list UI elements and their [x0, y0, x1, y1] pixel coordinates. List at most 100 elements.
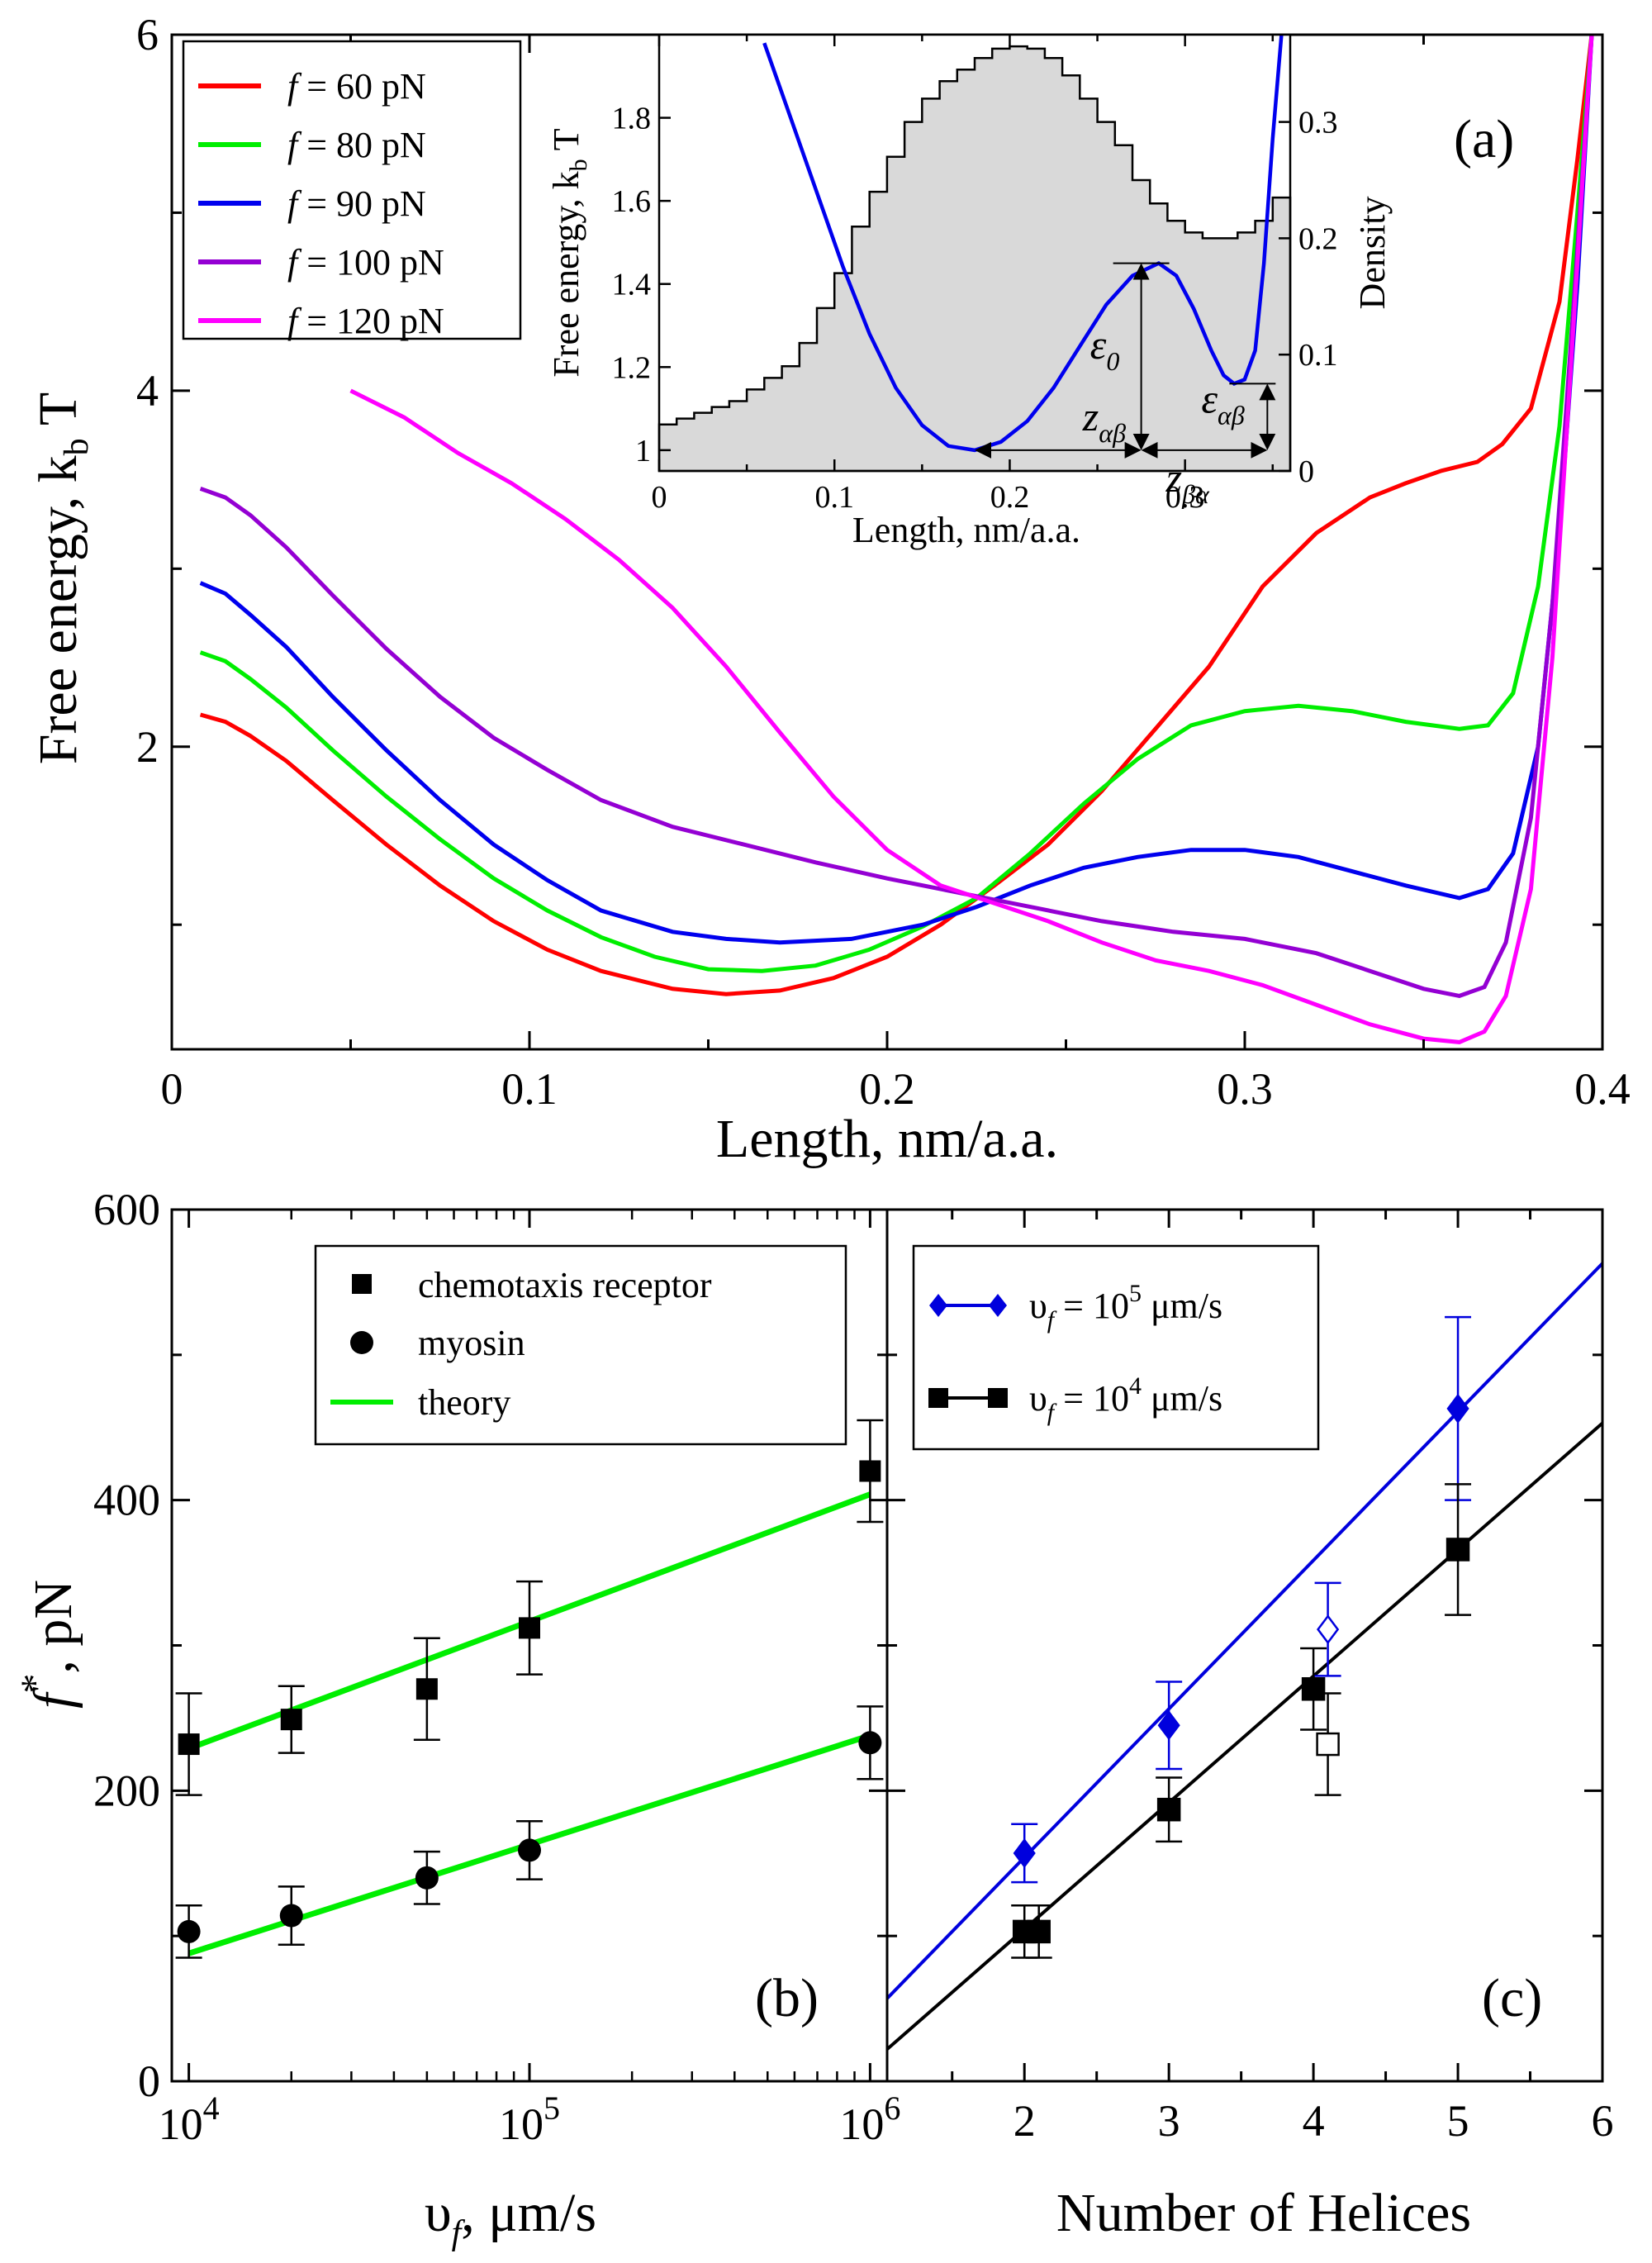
- legend-text-c-part-4: μm/s: [1142, 1286, 1222, 1326]
- point-diamond: [1013, 1837, 1036, 1869]
- legend-text-a-val: = 100 pN: [297, 242, 444, 283]
- z-ab-label-sub: αβ: [1099, 418, 1126, 448]
- inset-ytick-left-label: 1.2: [612, 350, 652, 385]
- inset-ytick-left-label: 1: [635, 434, 651, 468]
- open-point-square: [1316, 1732, 1340, 1757]
- point-diamond: [1157, 1710, 1180, 1741]
- panel-b-ylabel-sup: *: [13, 1674, 57, 1694]
- epsilon0-label: ε0: [1090, 321, 1120, 376]
- legend-text-c-1: υf = 104 μm/s: [1029, 1372, 1222, 1426]
- legend-text-a-val: = 60 pN: [297, 66, 426, 107]
- legend-marker-c-1: [928, 1388, 948, 1408]
- a-xtick-label: 0: [161, 1064, 183, 1114]
- b-xtick-base: 10: [499, 2099, 544, 2149]
- point-chemotaxis-receptor: [519, 1617, 540, 1639]
- legend-text-theory: theory: [418, 1382, 510, 1423]
- panel-a-ylabel-tail: T: [28, 392, 88, 439]
- legend-text-chemotaxis-receptor: chemotaxis receptor: [418, 1265, 712, 1305]
- point-myosin: [518, 1838, 541, 1862]
- b-xtick-base: 10: [839, 2099, 884, 2149]
- inset-ticks: 0 0.1 0.2 0.3 1 1.2 1.4 1.6 1.8 0 0.1 0.2 0.3: [612, 35, 1338, 515]
- epsilon-ab-label-main: ε: [1201, 376, 1218, 422]
- b-xtick-exp: 5: [544, 2089, 560, 2127]
- panel-a-legend: f = 60 pN f = 80 pN f = 90 pN f = 100 pN f =…: [182, 40, 522, 341]
- z-ba-label: zβα: [1165, 454, 1210, 509]
- panel-c-xlabel: Number of Helices: [1056, 2183, 1471, 2243]
- legend-text-a-val: = 120 pN: [297, 301, 444, 341]
- inset-ytick-right-label: 0.1: [1298, 338, 1338, 373]
- legend-text-c-part-2: = 10: [1054, 1286, 1129, 1326]
- inset-xtick-label: 0: [652, 480, 667, 515]
- panel-a-ticks: 0 0.1 0.2 0.3 0.4 2 4 6: [136, 10, 1631, 1114]
- b-xtick-label: 104: [159, 2089, 220, 2149]
- panel-b-ylabel: f*, pN: [13, 1580, 83, 1709]
- panel-b-xlabel: υf, μm/s: [425, 2183, 596, 2252]
- panel-a-legend-box: [182, 40, 522, 340]
- inset-curve: [762, 35, 1284, 453]
- series-line-a-4: [349, 35, 1594, 1044]
- inset-frame: [657, 33, 1292, 473]
- z-ab-label: zαβ: [1082, 393, 1126, 448]
- series-line-a-1: [199, 35, 1594, 973]
- panel-a-label: (a): [1454, 109, 1514, 169]
- inset-ylabel-right: Density: [1352, 197, 1393, 310]
- z-ab-label-main: z: [1082, 393, 1099, 440]
- inset-xlabel: Length, nm/a.a.: [852, 510, 1080, 550]
- panel-c-legend: υf = 105 μm/s υf = 104 μm/s: [912, 1244, 1320, 1451]
- point-chemotaxis-receptor: [415, 1678, 438, 1700]
- epsilon0-label-main: ε: [1090, 321, 1107, 368]
- epsilon-ab-label-sub: αβ: [1218, 401, 1245, 430]
- legend-text-a-val: = 90 pN: [297, 183, 426, 224]
- point-myosin: [279, 1904, 303, 1928]
- panel-a: 0 0.1 0.2 0.3 0.4 2 4 6 (a) Length, nm/a.a. Fre…: [28, 10, 1631, 1169]
- inset-ylabel-left: Free energy, kb T: [546, 128, 592, 377]
- legend-text-a-0: f = 60 pN: [287, 66, 426, 107]
- panel-c-label: (c): [1482, 1968, 1542, 2028]
- inset-xtick-label: 0.3: [1165, 480, 1205, 515]
- c-xtick-label: 3: [1158, 2096, 1180, 2146]
- legend-marker-chemotaxis-receptor: [352, 1274, 372, 1294]
- c-xtick-label: 6: [1592, 2096, 1614, 2146]
- panel-c: 2 3 4 5 6 (c) Number of Helices υf = 105 μm/…: [885, 1208, 1614, 2243]
- panel-c-ticks: 2 3 4 5 6: [887, 1208, 1614, 2146]
- panel-a-inset: 0 0.1 0.2 0.311.21.41.61.800.10.20.3 ε0εαβz…: [546, 33, 1393, 550]
- inset-free-energy-curve: [762, 35, 1284, 453]
- legend-marker-myosin: [350, 1331, 373, 1354]
- c-xtick-label: 2: [1014, 2096, 1036, 2146]
- a-xtick-label: 0.4: [1574, 1064, 1631, 1114]
- b-xtick-label: 105: [499, 2089, 560, 2149]
- b-xtick-exp: 6: [884, 2089, 900, 2127]
- legend-text-myosin: myosin: [418, 1323, 525, 1363]
- panel-c-legend-entries: υf = 105 μm/s υf = 104 μm/s: [928, 1280, 1222, 1426]
- panel-b-legend: chemotaxis receptor myosin theory: [314, 1244, 847, 1446]
- legend-text-c-part-2: = 10: [1054, 1378, 1129, 1419]
- point-square: [1156, 1797, 1181, 1822]
- b-ytick-label: 600: [93, 1185, 160, 1234]
- epsilon-ab-label: εαβ: [1201, 376, 1245, 430]
- point-square: [1446, 1538, 1470, 1562]
- legend-text-a-2: f = 90 pN: [287, 183, 426, 224]
- fit-line-1: [887, 1421, 1602, 2051]
- panel-b-label: (b): [755, 1968, 819, 2028]
- panel-b-ylabel-tail: , pN: [23, 1580, 83, 1674]
- point-diamond: [1446, 1393, 1469, 1424]
- point-square: [1301, 1677, 1326, 1701]
- inset-ylabel-left-sub: b: [565, 159, 592, 171]
- inset-histogram: [657, 45, 1292, 473]
- panel-c-series: [887, 1262, 1602, 2051]
- point-square: [1027, 1919, 1051, 1944]
- point-myosin: [177, 1919, 201, 1943]
- panel-a-ylabel-main: Free energy, k: [28, 455, 88, 764]
- legend-marker-c-0: [929, 1294, 947, 1317]
- legend-marker-c-0: [989, 1294, 1007, 1317]
- inset-ytick-right-label: 0.2: [1298, 221, 1338, 256]
- inset-ytick-left-label: 1.4: [612, 268, 652, 302]
- z-ba-label-main: z: [1165, 454, 1182, 501]
- b-xtick-label: 106: [839, 2089, 900, 2149]
- a-xtick-label: 0.1: [501, 1064, 558, 1114]
- panel-a-legend-entries: f = 60 pN f = 80 pN f = 90 pN f = 100 pN f =…: [198, 66, 444, 341]
